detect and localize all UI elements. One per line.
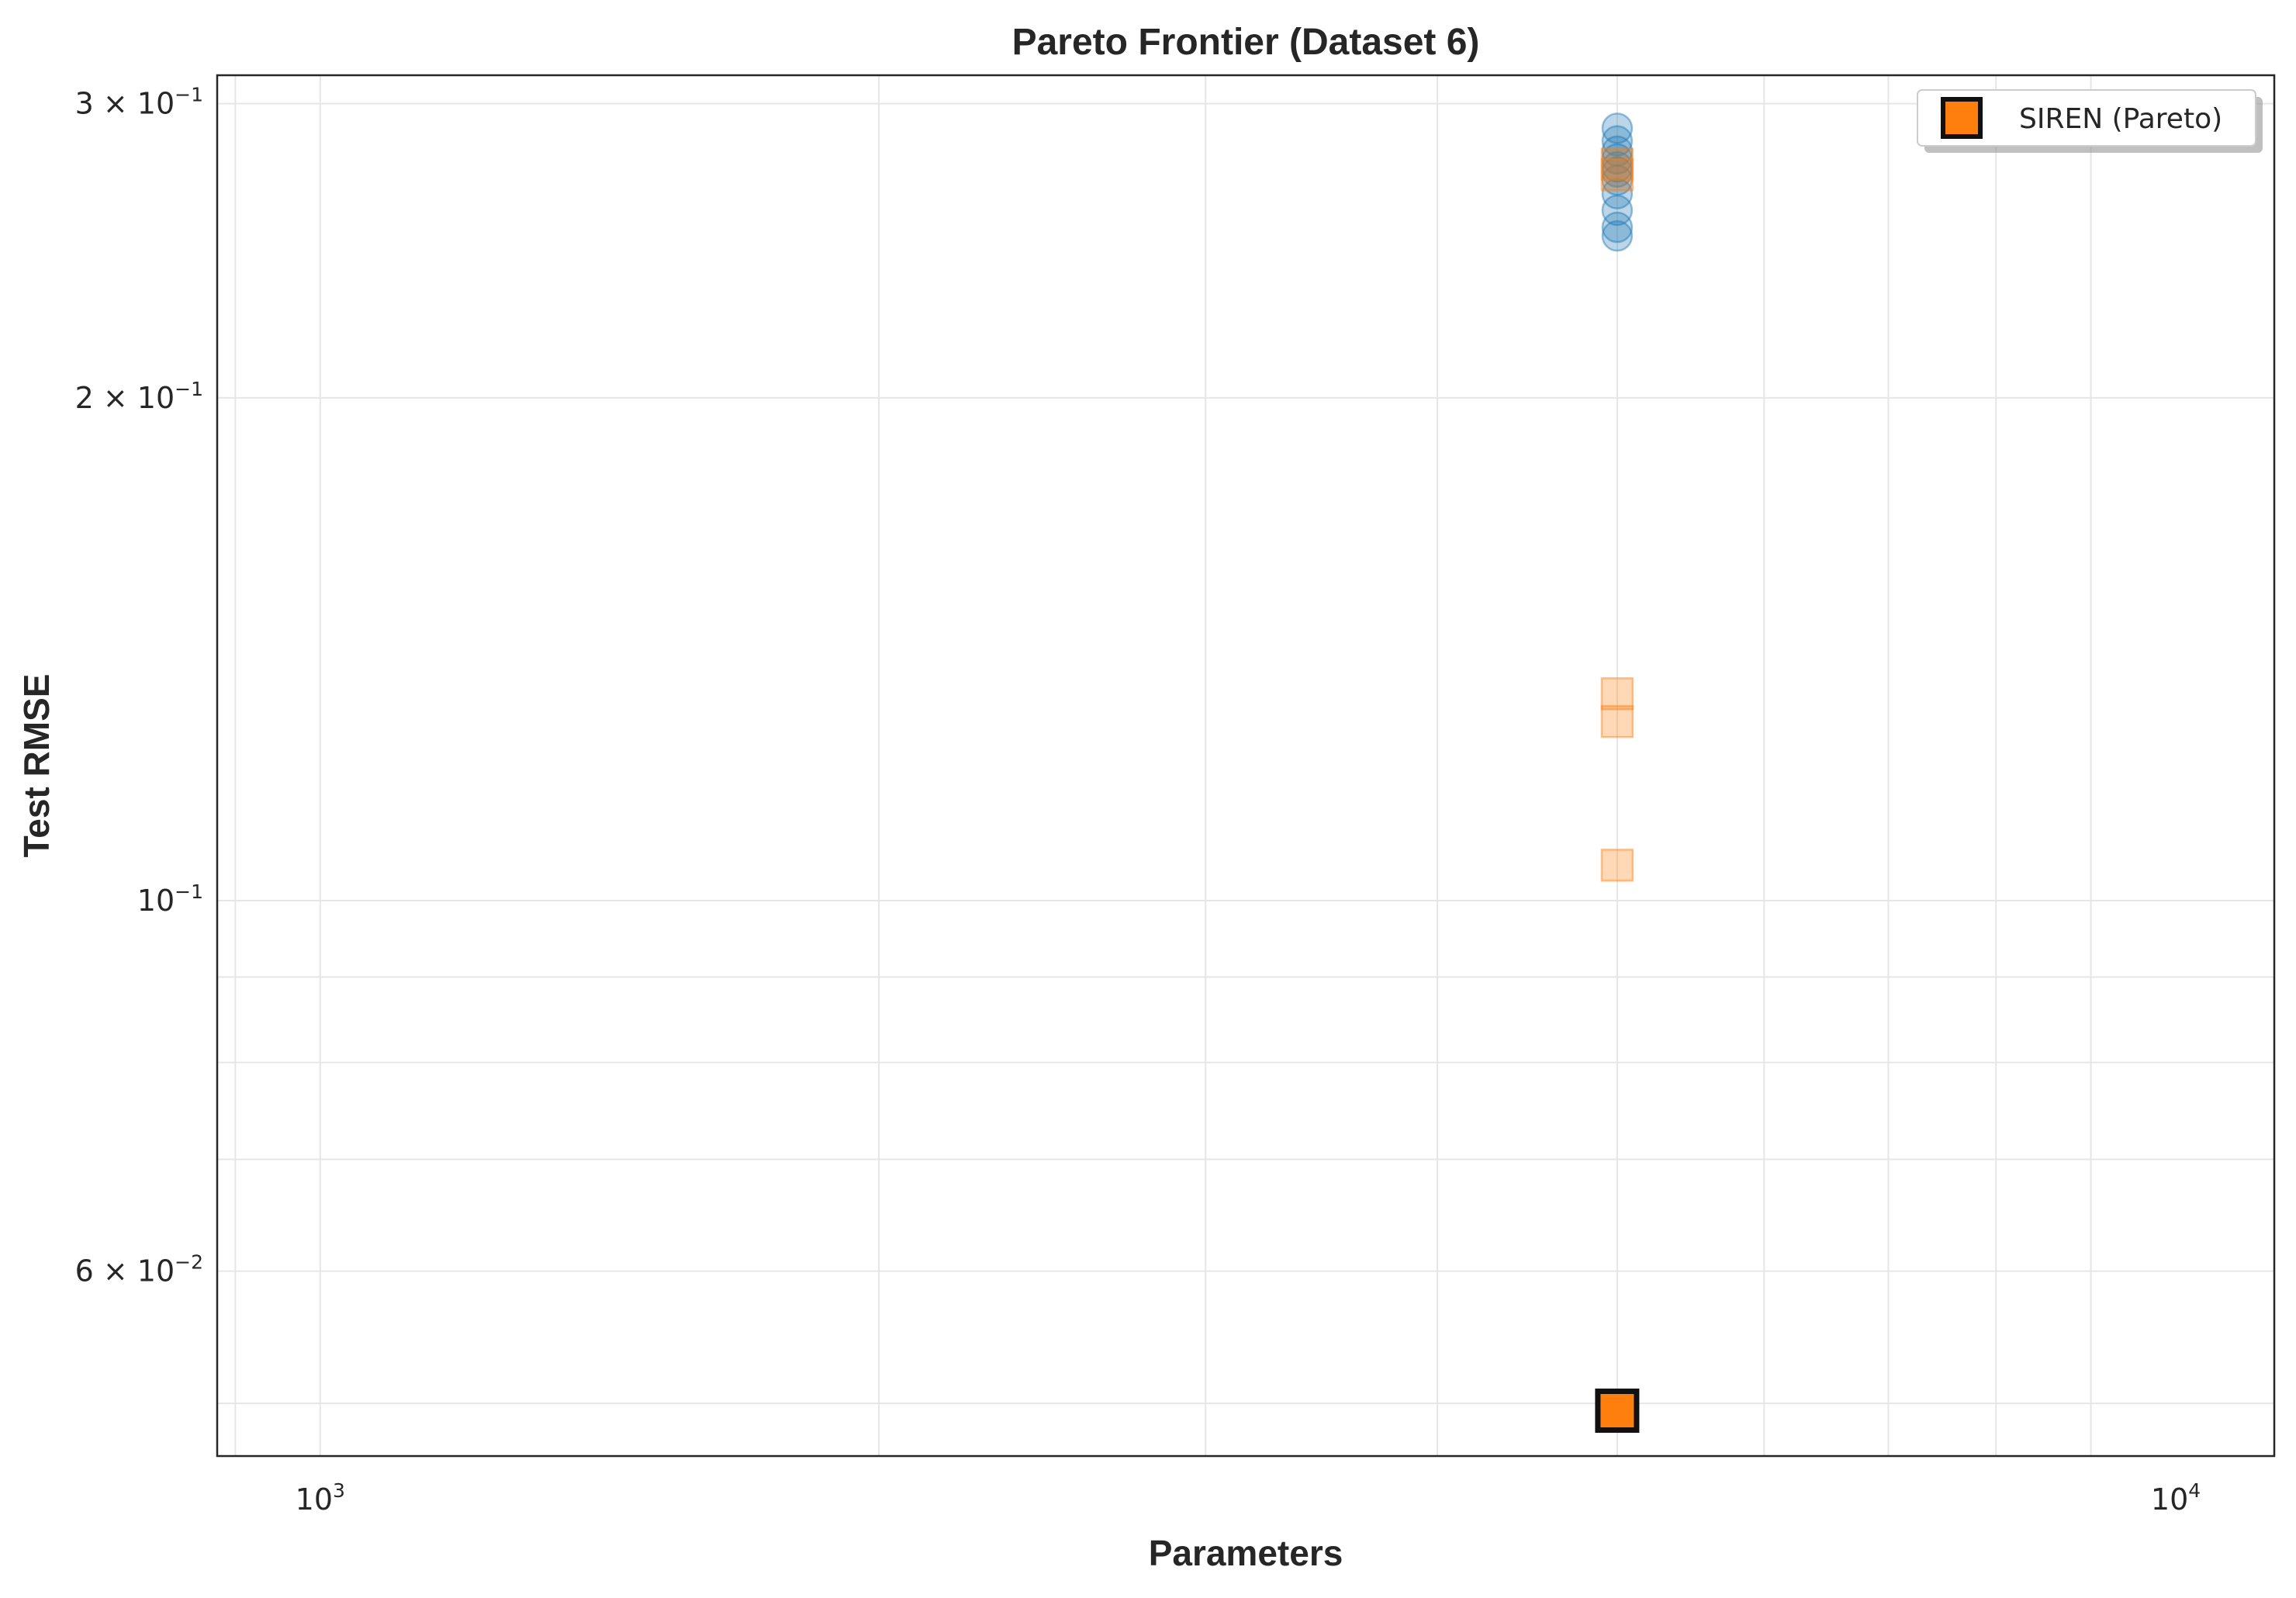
- y-axis-label: Test RMSE: [16, 674, 57, 858]
- y-tick-label: 6 × 10−2: [75, 1251, 203, 1288]
- data-point-circle: [1601, 194, 1634, 227]
- data-point-circle: [1601, 220, 1634, 252]
- data-point-square: [1600, 849, 1634, 882]
- grid: [217, 75, 2274, 1456]
- data-point-square: [1600, 147, 1634, 181]
- data-point-circle: [1601, 150, 1634, 183]
- data-point-circle: [1601, 211, 1634, 244]
- y-tick-label: 10−1: [137, 880, 203, 918]
- y-tick-label: 3 × 10−1: [75, 84, 203, 121]
- tick-labels: 103 104 3 × 10−1 2 × 10−1 10−1 6 × 10−2: [75, 84, 2201, 1517]
- data-point-circle: [1601, 125, 1634, 157]
- pareto-point-square: [1595, 1389, 1640, 1434]
- legend-label-siren-pareto: SIREN (Pareto): [2019, 103, 2222, 135]
- data-point-circle: [1601, 112, 1634, 144]
- x-axis-label: Parameters: [1149, 1533, 1343, 1573]
- data-point-square: [1600, 704, 1634, 738]
- plot-area: [216, 74, 2276, 1458]
- data-point-circle: [1601, 156, 1634, 189]
- x-tick-label: 104: [2151, 1479, 2201, 1517]
- data-point-circle: [1601, 164, 1634, 196]
- y-tick-label: 2 × 10−1: [75, 378, 203, 415]
- data-point-circle: [1601, 135, 1634, 168]
- data-point-circle: [1601, 178, 1634, 209]
- legend-box: [1917, 89, 2256, 147]
- x-tick-label: 103: [296, 1479, 345, 1517]
- legend-marker-siren-pareto: [1941, 97, 1983, 139]
- legend: SIREN (Pareto): [1917, 89, 2263, 153]
- data-point-circle: [1601, 143, 1634, 175]
- data-point-square: [1600, 677, 1634, 711]
- data-point-square: [1600, 158, 1634, 192]
- chart-title: Pareto Frontier (Dataset 6): [1012, 22, 1480, 63]
- data-points: [1595, 112, 1640, 1434]
